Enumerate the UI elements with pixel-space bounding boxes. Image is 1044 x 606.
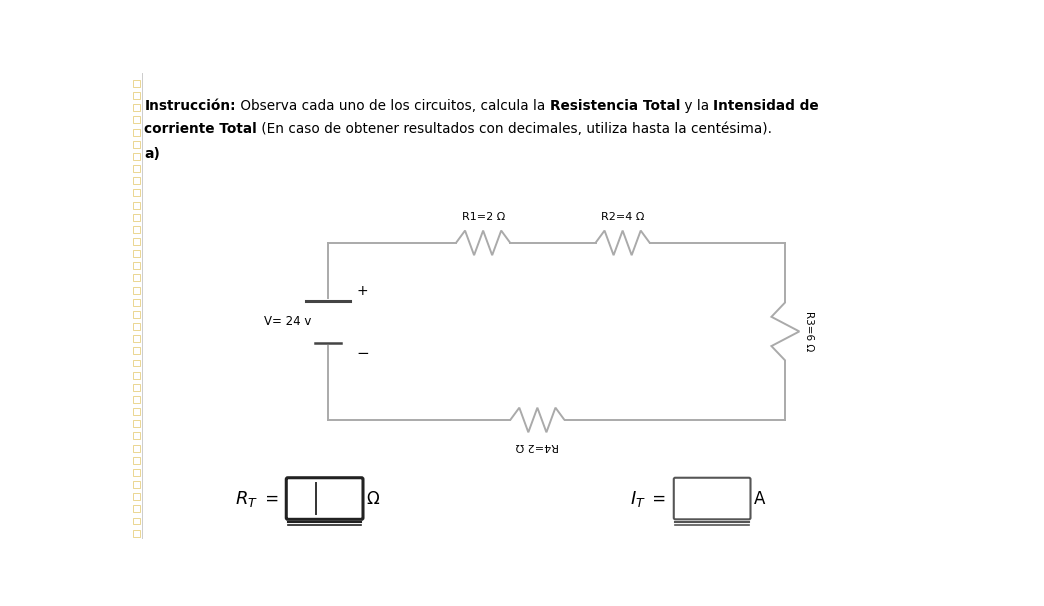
FancyBboxPatch shape bbox=[133, 116, 140, 124]
Text: $I_T$: $I_T$ bbox=[630, 489, 646, 509]
Text: Resistencia Total: Resistencia Total bbox=[549, 99, 680, 113]
FancyBboxPatch shape bbox=[133, 445, 140, 451]
FancyBboxPatch shape bbox=[133, 396, 140, 403]
FancyBboxPatch shape bbox=[133, 481, 140, 488]
FancyBboxPatch shape bbox=[133, 190, 140, 196]
FancyBboxPatch shape bbox=[133, 518, 140, 524]
Text: V= 24 v: V= 24 v bbox=[264, 315, 311, 328]
Text: −: − bbox=[356, 346, 369, 361]
FancyBboxPatch shape bbox=[133, 275, 140, 281]
FancyBboxPatch shape bbox=[133, 493, 140, 500]
FancyBboxPatch shape bbox=[133, 287, 140, 293]
FancyBboxPatch shape bbox=[133, 178, 140, 184]
Text: Observa cada uno de los circuitos, calcula la: Observa cada uno de los circuitos, calcu… bbox=[236, 99, 549, 113]
FancyBboxPatch shape bbox=[133, 371, 140, 379]
Text: =: = bbox=[260, 490, 279, 508]
FancyBboxPatch shape bbox=[133, 165, 140, 172]
FancyBboxPatch shape bbox=[673, 478, 751, 519]
FancyBboxPatch shape bbox=[133, 238, 140, 245]
FancyBboxPatch shape bbox=[133, 226, 140, 233]
FancyBboxPatch shape bbox=[133, 505, 140, 512]
FancyBboxPatch shape bbox=[133, 421, 140, 427]
FancyBboxPatch shape bbox=[133, 104, 140, 112]
Text: R3=6 Ω: R3=6 Ω bbox=[804, 311, 813, 351]
FancyBboxPatch shape bbox=[133, 262, 140, 269]
FancyBboxPatch shape bbox=[286, 478, 363, 519]
FancyBboxPatch shape bbox=[133, 141, 140, 148]
Text: Intensidad de: Intensidad de bbox=[713, 99, 820, 113]
FancyBboxPatch shape bbox=[133, 530, 140, 537]
FancyBboxPatch shape bbox=[133, 250, 140, 257]
FancyBboxPatch shape bbox=[133, 92, 140, 99]
FancyBboxPatch shape bbox=[133, 214, 140, 221]
FancyBboxPatch shape bbox=[133, 323, 140, 330]
Text: A: A bbox=[755, 490, 765, 508]
Text: corriente Total: corriente Total bbox=[144, 122, 257, 136]
Text: R2=4 Ω: R2=4 Ω bbox=[601, 212, 644, 222]
FancyBboxPatch shape bbox=[133, 384, 140, 391]
FancyBboxPatch shape bbox=[133, 408, 140, 415]
Text: a): a) bbox=[144, 147, 161, 161]
Text: y la: y la bbox=[680, 99, 713, 113]
FancyBboxPatch shape bbox=[133, 311, 140, 318]
FancyBboxPatch shape bbox=[133, 128, 140, 136]
Text: (En caso de obtener resultados con decimales, utiliza hasta la centésima).: (En caso de obtener resultados con decim… bbox=[257, 122, 773, 136]
FancyBboxPatch shape bbox=[133, 299, 140, 306]
FancyBboxPatch shape bbox=[133, 80, 140, 87]
FancyBboxPatch shape bbox=[133, 347, 140, 355]
Text: +: + bbox=[356, 284, 367, 298]
FancyBboxPatch shape bbox=[133, 469, 140, 476]
Text: R1=2 Ω: R1=2 Ω bbox=[461, 212, 504, 222]
Text: $R_T$: $R_T$ bbox=[235, 489, 258, 509]
Text: Ω: Ω bbox=[366, 490, 380, 508]
Text: Instrucción:: Instrucción: bbox=[144, 99, 236, 113]
FancyBboxPatch shape bbox=[133, 359, 140, 367]
Text: =: = bbox=[647, 490, 666, 508]
Text: R4=2 Ω: R4=2 Ω bbox=[516, 441, 560, 451]
FancyBboxPatch shape bbox=[133, 433, 140, 439]
FancyBboxPatch shape bbox=[133, 457, 140, 464]
FancyBboxPatch shape bbox=[133, 202, 140, 208]
FancyBboxPatch shape bbox=[133, 153, 140, 160]
FancyBboxPatch shape bbox=[133, 335, 140, 342]
